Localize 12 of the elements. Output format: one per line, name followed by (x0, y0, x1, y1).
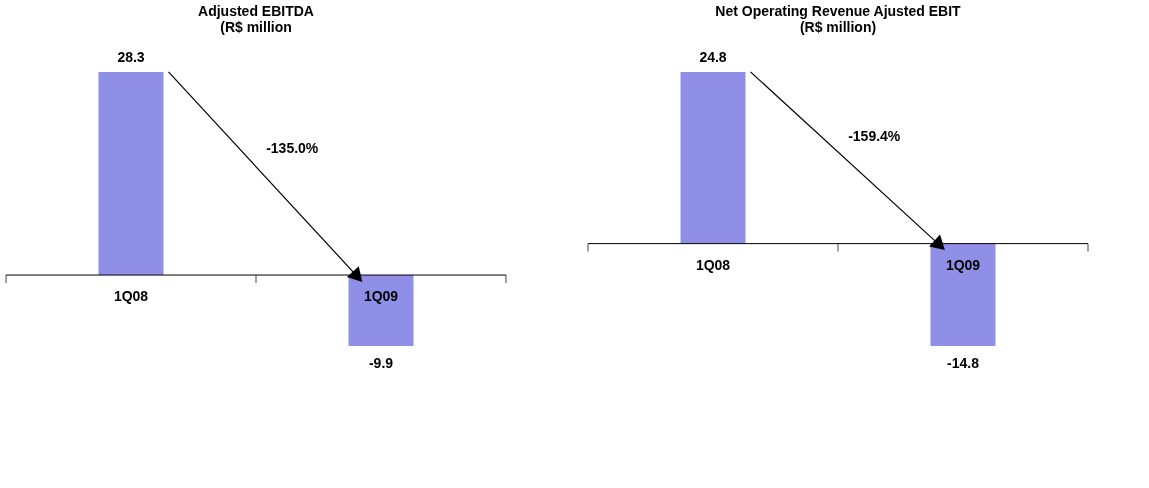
chart-title: Net Operating Revenue Ajusted EBIT (R$ million) (715, 3, 962, 35)
x-tick-label: 1Q09 (945, 256, 981, 273)
chart-title: Adjusted EBITDA (R$ million (198, 3, 314, 35)
data-label: -9.9 (368, 355, 394, 372)
annotation: -159.4% (848, 128, 901, 145)
annotation: -135.0% (266, 140, 319, 157)
data-label: 28.3 (117, 48, 145, 65)
data-label: 24.8 (699, 48, 727, 65)
x-tick-label: 1Q08 (113, 288, 149, 305)
x-tick-label: 1Q09 (363, 288, 399, 305)
x-tick-label: 1Q08 (695, 256, 731, 273)
data-label: -14.8 (947, 355, 980, 372)
